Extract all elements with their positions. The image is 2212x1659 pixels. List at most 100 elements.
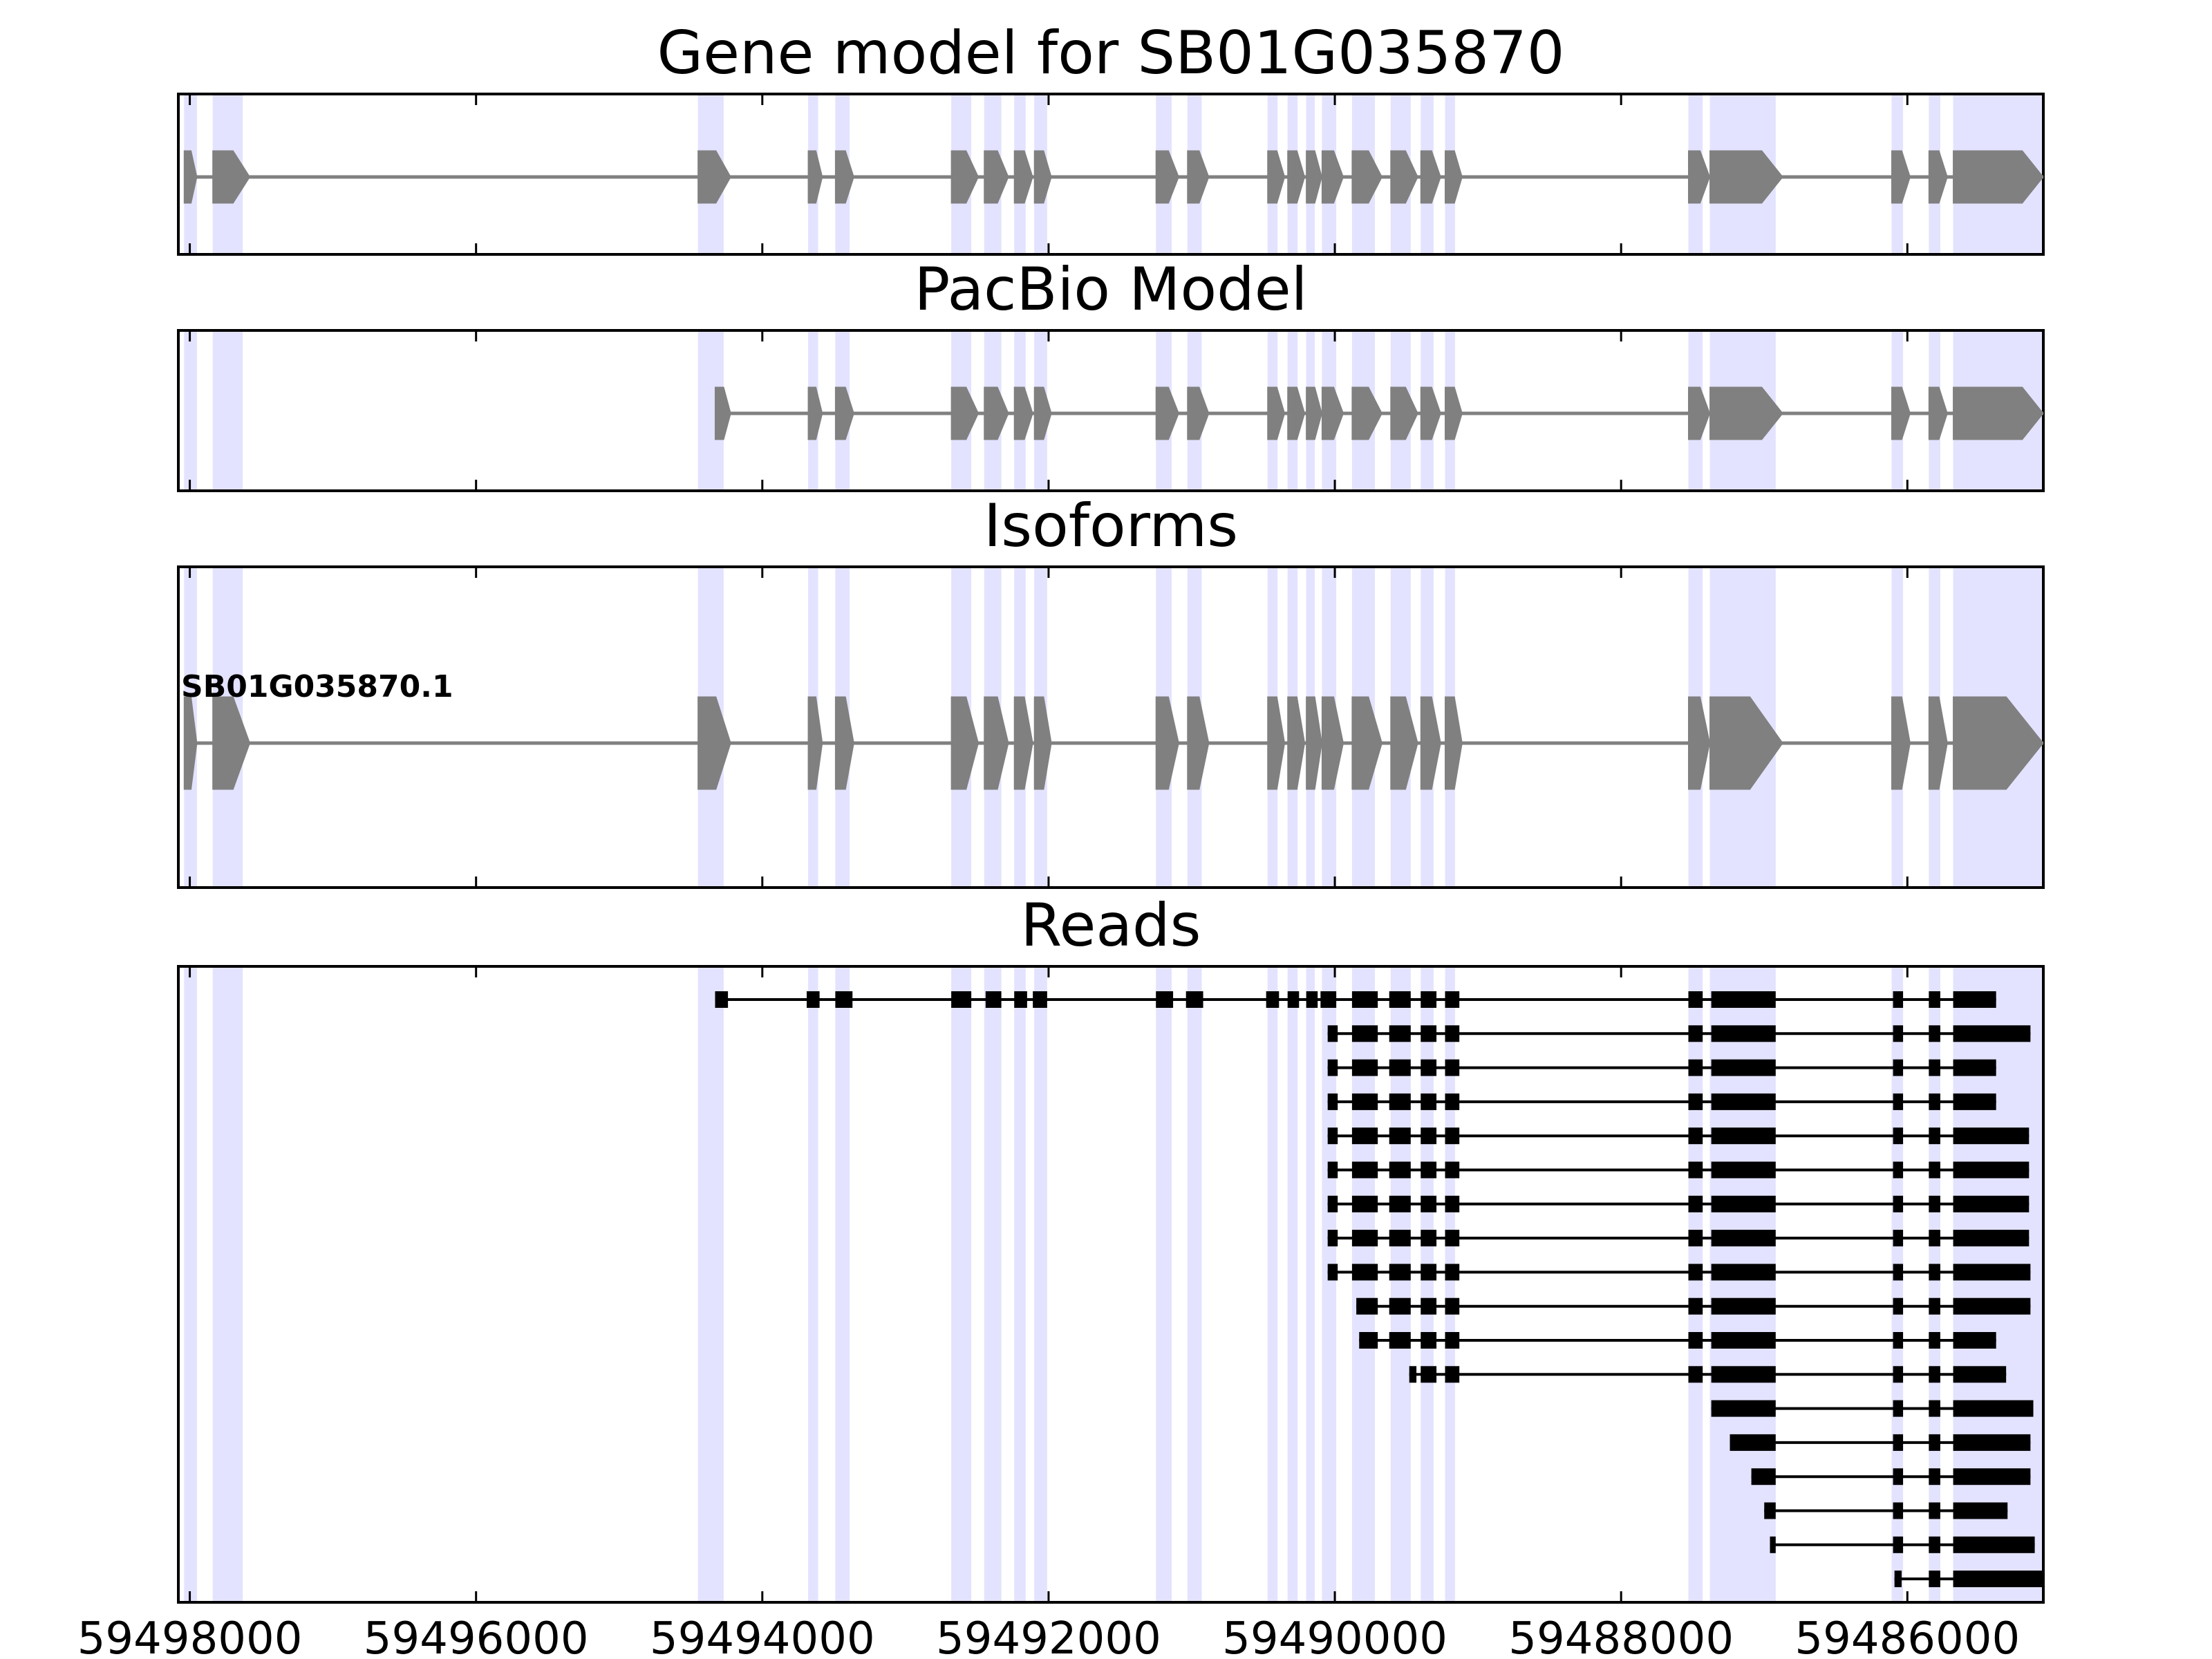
read-exon-block [1688,1297,1703,1315]
x-tick-label: 59496000 [364,1613,589,1659]
read-exon-block [1953,1571,2043,1588]
read-exon-block [1445,1297,1460,1315]
read-track [1327,1161,2030,1179]
exon-block [1013,386,1033,440]
read-exon-block [1929,991,1940,1008]
read-exon-block [1929,1332,1940,1349]
panel-title: Isoforms [984,491,1238,561]
read-exon-block [1953,1297,2031,1315]
panel-frame [177,93,2045,256]
read-exon-block [1688,1332,1703,1349]
highlight-band [951,966,972,1602]
read-exon-block [1266,991,1280,1008]
exon-block [834,696,854,790]
read-exon-block [1893,1059,1904,1076]
read-exon-block [1893,1434,1904,1451]
read-exon-block [1351,1264,1378,1281]
exon-block [1687,150,1711,204]
highlight-band [184,330,197,491]
exon-block [807,386,823,440]
read-exon-block [1421,1230,1437,1247]
read-exon-block [1711,1366,1776,1383]
exon-block [1306,386,1322,440]
highlight-band [1322,966,1337,1602]
exon-block [697,696,731,790]
exon-block [1420,150,1441,204]
read-exon-block [1929,1366,1940,1383]
exon-block [1267,150,1286,204]
read-exon-block [1445,1127,1460,1145]
read-track [1751,1468,2031,1485]
read-exon-block [1327,1127,1338,1145]
read-exon-block [1929,1230,1940,1247]
read-exon-block [1711,1264,1776,1281]
exon-block [1891,386,1911,440]
exon-block [1321,386,1344,440]
exon-block [1351,150,1382,204]
exon-block [1709,150,1783,204]
read-exon-block [1953,1332,1996,1349]
read-exon-block [1764,1502,1776,1519]
read-exon-block [1421,1366,1437,1383]
read-exon-block [1389,991,1411,1008]
exon-block [1928,386,1948,440]
exon-block [1390,696,1418,790]
exon-block [834,386,854,440]
read-exon-block [1929,1536,1940,1553]
read-exon-block [1389,1332,1411,1349]
read-exon-block [1929,1400,1940,1417]
highlight-band [1306,966,1315,1602]
read-exon-block [1893,1468,1904,1485]
read-exon-block [1688,1264,1703,1281]
read-exon-block [1688,991,1703,1008]
read-track [1327,1195,2030,1212]
exon-block [183,150,198,204]
read-exon-block [1929,1127,1940,1145]
exon-block [1321,150,1344,204]
read-exon-block [1929,1093,1940,1110]
exon-block [697,150,731,204]
exon-block [1267,386,1286,440]
exon-block [1013,150,1033,204]
exon-block [1709,696,1783,790]
exon-block [1155,696,1179,790]
read-exon-block [1688,1161,1703,1179]
read-exon-block [1445,1195,1460,1212]
read-exon-block [951,991,972,1008]
read-track [1894,1571,2043,1588]
read-exon-block [1953,1195,2030,1212]
read-exon-block [1033,991,1047,1008]
read-exon-block [1445,991,1460,1008]
x-tick-label: 59488000 [1508,1613,1734,1659]
exon-block [1033,386,1052,440]
read-exon-block [1688,1059,1703,1076]
exon-block [834,150,854,204]
exon-block [1287,386,1306,440]
x-tick-label: 59490000 [1222,1613,1447,1659]
read-exon-block [1953,1059,1996,1076]
read-exon-block [1711,1161,1776,1179]
panel-frame [177,965,2045,1604]
read-exon-block [985,991,1002,1008]
panel-title: PacBio Model [914,255,1307,324]
read-exon-block [1730,1434,1776,1451]
read-exon-block [1421,1195,1437,1212]
read-exon-block [1445,1332,1460,1349]
read-exon-block [1389,1059,1411,1076]
highlight-band [1445,966,1455,1602]
x-tick-label: 59486000 [1794,1613,2020,1659]
read-exon-block [1711,1297,1776,1315]
read-exon-block [1688,1127,1703,1145]
read-exon-block [1287,991,1300,1008]
exon-block [212,150,251,204]
read-exon-block [1445,1264,1460,1281]
read-exon-block [1953,1161,2030,1179]
isoform-label: SB01G035870.1 [181,669,453,704]
read-track [1327,1093,1996,1110]
read-exon-block [1359,1332,1378,1349]
read-track [1327,1025,2031,1042]
exon-block [1444,150,1463,204]
read-exon-block [1421,1332,1437,1349]
exon-block [1928,696,1948,790]
exon-block [1013,696,1033,790]
